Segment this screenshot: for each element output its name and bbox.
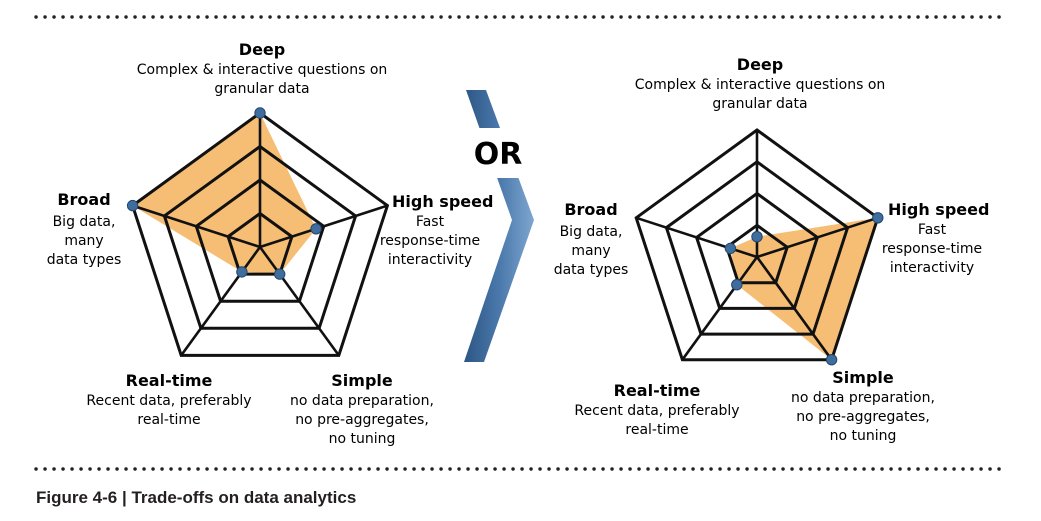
- left-radar-marker-simple: [274, 268, 286, 280]
- left-radar-label-title-real_time: Real-time: [126, 371, 213, 390]
- right-radar-label-line-broad-2: data types: [554, 262, 629, 278]
- left-radar-label-line-real_time-0: Recent data, preferably: [86, 393, 251, 409]
- left-radar-label-line-simple-1: no pre-aggregates,: [295, 412, 429, 428]
- right-radar-marker-real_time: [731, 279, 743, 291]
- left-radar-label-line-high_speed-2: interactivity: [388, 252, 472, 268]
- right-radar-grid-ring-2: [694, 191, 820, 310]
- right-radar-label-simple: Simple no data preparation, no pre-aggrega…: [791, 368, 935, 444]
- right-radar-label-line-simple-1: no pre-aggregates,: [796, 409, 930, 425]
- left-radar-spoke-broad: [132, 204, 261, 249]
- left-radar-label-broad: Broad Big data, many data types: [47, 190, 122, 268]
- right-radar-label-line-deep-0: Complex & interactive questions on: [635, 77, 886, 93]
- right-radar-label-line-deep-1: granular data: [712, 96, 807, 112]
- left-radar-label-title-high_speed: High speed: [392, 192, 493, 211]
- left-radar-label-line-real_time-1: real-time: [137, 412, 200, 428]
- right-radar-label-line-simple-0: no data preparation,: [791, 390, 935, 406]
- right-radar-label-title-broad: Broad: [564, 200, 617, 219]
- left-radar-spoke-high_speed: [259, 204, 388, 249]
- right-radar-label-title-deep: Deep: [737, 55, 783, 74]
- left-radar-label-line-simple-0: no data preparation,: [290, 393, 434, 409]
- right-radar-label-line-high_speed-0: Fast: [918, 222, 947, 238]
- left-radar-label-line-deep-1: granular data: [214, 81, 309, 97]
- left-radar-label-real_time: Real-time Recent data, preferably real-tim…: [86, 371, 251, 428]
- or-backdrop: [470, 128, 530, 178]
- left-radar-label-line-simple-2: no tuning: [329, 431, 396, 447]
- left-radar-marker-broad: [126, 199, 139, 212]
- right-radar-label-line-simple-2: no tuning: [830, 428, 897, 444]
- left-radar-grid-ring-1: [226, 211, 294, 276]
- left-radar-spoke-simple: [258, 246, 340, 357]
- right-radar-label-line-broad-0: Big data,: [560, 224, 623, 240]
- left-radar-label-line-deep-0: Complex & interactive questions on: [137, 62, 388, 78]
- right-radar: Deep Complex & interactive questions on gr…: [554, 55, 990, 444]
- right-radar-label-title-simple: Simple: [832, 368, 894, 387]
- right-radar-grid-ring-4: [634, 128, 880, 362]
- right-radar-label-line-real_time-1: real-time: [625, 422, 688, 438]
- left-radar-grid-ring-2: [194, 178, 326, 303]
- right-radar-label-real_time: Real-time Recent data, preferably real-tim…: [574, 381, 739, 438]
- left-radar-label-title-simple: Simple: [331, 371, 393, 390]
- right-radar-spoke-broad: [635, 216, 758, 259]
- right-radar-label-title-real_time: Real-time: [614, 381, 701, 400]
- left-radar-label-line-high_speed-1: response-time: [380, 233, 480, 249]
- right-radar-label-high_speed: High speed Fast response-time interactivity: [882, 200, 990, 276]
- right-radar-marker-broad: [724, 242, 737, 255]
- figure-caption: Figure 4-6 | Trade-offs on data analytic…: [36, 488, 357, 507]
- right-radar-marker-high_speed: [872, 212, 884, 224]
- right-radar-label-deep: Deep Complex & interactive questions on gr…: [635, 55, 886, 112]
- right-radar-grid-ring-3: [664, 159, 850, 336]
- left-radar-label-line-broad-2: data types: [47, 252, 122, 268]
- right-radar-label-line-broad-1: many: [571, 243, 610, 259]
- chevron-arrow: [464, 90, 534, 362]
- left-radar-grid-ring-4: [130, 111, 390, 357]
- left-radar-marker-real_time: [236, 266, 248, 278]
- left-radar-label-simple: Simple no data preparation, no pre-aggrega…: [290, 371, 434, 447]
- right-radar-label-line-real_time-0: Recent data, preferably: [574, 403, 739, 419]
- left-radar: Deep Complex & interactive questions on gr…: [47, 40, 494, 447]
- right-radar-spoke-real_time: [681, 256, 759, 361]
- left-radar-label-deep: Deep Complex & interactive questions on gr…: [137, 40, 388, 97]
- right-radar-spoke-high_speed: [756, 216, 879, 259]
- left-radar-label-title-deep: Deep: [239, 40, 285, 59]
- or-label: OR: [474, 137, 523, 172]
- left-radar-grid-ring-3: [162, 144, 358, 330]
- right-radar-marker-simple: [825, 354, 838, 366]
- radar-charts: Deep Complex & interactive questions on gr…: [47, 40, 990, 447]
- left-radar-label-high_speed: High speed Fast response-time interactivity: [380, 192, 494, 268]
- left-radar-spoke-real_time: [180, 246, 262, 357]
- right-radar-marker-deep: [751, 231, 763, 243]
- left-radar-label-line-high_speed-0: Fast: [416, 214, 445, 230]
- left-radar-label-line-broad-1: many: [64, 233, 103, 249]
- right-radar-label-line-high_speed-2: interactivity: [890, 260, 974, 276]
- left-radar-marker-high_speed: [310, 223, 322, 235]
- right-radar-label-title-high_speed: High speed: [888, 200, 989, 219]
- left-radar-marker-deep: [254, 107, 266, 119]
- right-radar-label-broad: Broad Big data, many data types: [554, 200, 629, 278]
- left-radar-label-line-broad-0: Big data,: [53, 214, 116, 230]
- right-radar-label-line-high_speed-1: response-time: [882, 241, 982, 257]
- left-radar-label-title-broad: Broad: [57, 190, 110, 209]
- dividers: [34, 15, 1002, 471]
- right-radar-spoke-simple: [755, 256, 833, 361]
